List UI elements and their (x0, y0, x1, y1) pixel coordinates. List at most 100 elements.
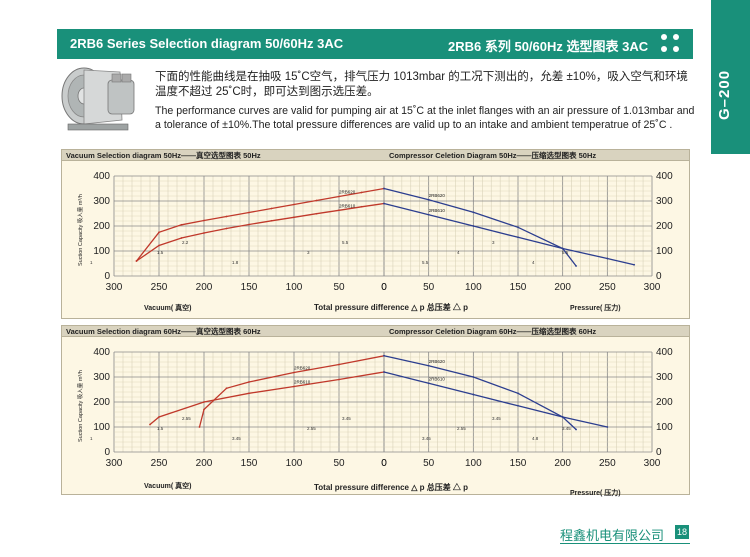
x-tick-label-left: 0 (381, 282, 387, 293)
y-tick-label-right: 100 (656, 246, 673, 257)
point-label: 3.45 (232, 436, 241, 441)
point-label: 1 (90, 260, 93, 265)
data-point (198, 426, 201, 428)
data-point (633, 263, 636, 266)
chart-title-compressor: Compressor Celetion Diagram 50Hz——压缩选型图表… (389, 151, 597, 160)
series-line-vacuum-2RB620 (135, 187, 385, 262)
x-tick-label-left: 150 (241, 458, 258, 469)
x-tick-label-right: 250 (599, 458, 616, 469)
data-point (225, 387, 228, 390)
data-point (203, 219, 205, 222)
y-tick-label-right: 300 (656, 196, 673, 207)
y-tick-label-left: 300 (93, 196, 110, 207)
dots-icon (661, 34, 681, 54)
data-point (383, 187, 385, 190)
series-line-compressor-2RB620 (383, 187, 577, 267)
y-axis-label: Suction Capacity 吸入量 m³/h (77, 370, 84, 442)
x-tick-label-left: 250 (151, 458, 168, 469)
chart-title-compressor: Compressor Celetion Diagram 60Hz——压缩选型图表… (389, 327, 597, 336)
data-point (338, 195, 340, 198)
header-title-en: 2RB6 Series Selection diagram 50/60Hz 3A… (70, 36, 344, 51)
y-tick-label-left: 0 (104, 447, 110, 458)
data-point (270, 207, 273, 210)
data-point (472, 211, 475, 214)
x-tick-label-left: 50 (333, 458, 345, 469)
y-tick-label-left: 400 (93, 171, 110, 182)
y-tick-label-left: 400 (93, 347, 110, 358)
y-tick-label-right: 200 (656, 397, 673, 408)
data-point (180, 223, 183, 226)
series-name-label: 2RB610 (294, 380, 311, 385)
x-tick-label-left: 100 (286, 282, 303, 293)
x-tick-label-right: 150 (510, 282, 527, 293)
data-point (315, 199, 318, 202)
point-label: 1.5 (157, 426, 164, 431)
series-line-compressor-2RB620 (383, 355, 577, 430)
data-point (338, 363, 340, 366)
data-point (360, 205, 363, 208)
x-caption-pressure: Pressure( 压力) (570, 305, 621, 312)
series-line-compressor-2RB610 (383, 371, 608, 428)
point-label: 1 (90, 436, 93, 441)
footer-rule (560, 543, 690, 544)
data-point (158, 244, 160, 247)
data-point (203, 408, 205, 411)
data-point (427, 213, 430, 216)
x-caption-pressure: Pressure( 压力) (570, 490, 621, 497)
series-name-label: 2RB620 (429, 193, 446, 198)
data-point (248, 381, 250, 383)
data-point (248, 211, 250, 214)
y-tick-label-right: 100 (656, 422, 673, 433)
x-tick-label-right: 0 (381, 282, 387, 293)
y-tick-label-left: 200 (93, 221, 110, 232)
y-tick-label-left: 100 (93, 422, 110, 433)
point-label: 3 (492, 240, 495, 245)
data-point (203, 232, 205, 234)
data-point (606, 426, 609, 428)
data-point (606, 257, 609, 260)
data-point (561, 247, 564, 250)
point-label: 2.55 (307, 426, 316, 431)
x-tick-label-left: 200 (196, 458, 213, 469)
point-label: 3.45 (342, 416, 351, 421)
data-point (383, 371, 385, 373)
product-image (61, 67, 135, 131)
x-tick-label-right: 100 (465, 458, 482, 469)
data-point (180, 237, 183, 239)
chart-title-vacuum: Vacuum Selection diagram 60Hz——真空选型图表 60… (66, 327, 261, 336)
x-tick-label-left: 250 (151, 282, 168, 293)
data-point (149, 423, 151, 426)
x-tick-label-right: 0 (381, 458, 387, 469)
chart-panel-50hz: Vacuum Selection diagram 50Hz——真空选型图表 50… (61, 149, 690, 319)
x-tick-label-left: 100 (286, 458, 303, 469)
y-tick-label-right: 0 (656, 271, 662, 282)
x-tick-label-right: 300 (644, 458, 661, 469)
data-point (383, 202, 385, 205)
point-label: 4 (457, 250, 460, 255)
y-tick-label-right: 300 (656, 372, 673, 383)
intro-text-cn: 下面的性能曲线是在抽吸 15˚C空气，排气压力 1013mbar 的工况下测出的… (155, 71, 688, 98)
data-point (270, 219, 273, 222)
y-tick-label-left: 300 (93, 372, 110, 383)
x-tick-label-right: 200 (554, 282, 571, 293)
data-point (203, 401, 205, 403)
data-point (248, 392, 250, 395)
point-label: 3.45 (492, 416, 501, 421)
y-tick-label-left: 100 (93, 246, 110, 257)
x-tick-label-right: 50 (423, 458, 435, 469)
data-point (293, 203, 295, 206)
series-name-label: 2RB620 (429, 359, 446, 364)
footer-company: 程鑫机电有限公司 (560, 528, 665, 543)
series-name-label: 2RB620 (294, 366, 311, 371)
x-tick-label-left: 150 (241, 282, 258, 293)
point-label: 3 (307, 250, 310, 255)
point-label: 4 (532, 260, 535, 265)
data-point (225, 215, 228, 218)
x-tick-label-right: 50 (423, 282, 435, 293)
data-point (360, 191, 363, 194)
x-tick-label-left: 300 (106, 458, 123, 469)
x-tick-label-right: 300 (644, 282, 661, 293)
data-point (293, 371, 295, 374)
